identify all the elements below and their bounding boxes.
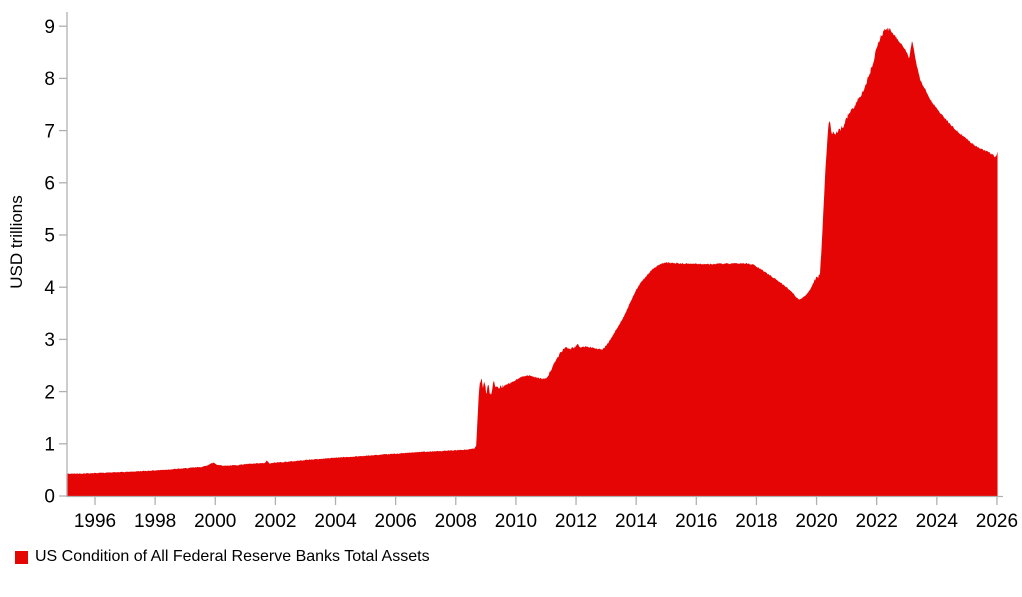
y-tick-label: 3 — [44, 330, 55, 351]
y-tick-label: 2 — [44, 382, 55, 403]
x-tick-label: 2022 — [856, 511, 898, 532]
y-tick-label: 4 — [44, 278, 55, 299]
x-tick-label: 2006 — [375, 511, 417, 532]
x-tick-label: 2010 — [495, 511, 537, 532]
x-tick-label: 2024 — [916, 511, 959, 532]
x-tick-label: 2016 — [675, 511, 717, 532]
x-tick-label: 2000 — [194, 511, 236, 532]
legend: US Condition of All Federal Reserve Bank… — [15, 548, 430, 566]
x-tick-label: 2018 — [735, 511, 777, 532]
x-tick-label: 1998 — [134, 511, 176, 532]
x-tick-label: 2026 — [976, 511, 1018, 532]
y-tick-label: 9 — [44, 17, 55, 38]
x-tick-label: 1996 — [74, 511, 116, 532]
y-tick-label: 8 — [44, 69, 55, 90]
area-chart: 0 1 2 3 4 5 6 7 8 9 1996 1998 2000 2002 2004 2006 2008 20… — [44, 12, 1018, 532]
y-tick-label: 7 — [44, 121, 55, 142]
legend-marker — [15, 550, 28, 564]
x-tick-label: 2004 — [314, 511, 357, 532]
x-tick-label: 2012 — [555, 511, 597, 532]
x-tick-label: 2002 — [254, 511, 296, 532]
y-tick-label: 0 — [44, 487, 55, 508]
legend-label: US Condition of All Federal Reserve Bank… — [35, 548, 430, 565]
total-assets-area-series — [66, 27, 998, 496]
x-tick-label: 2008 — [435, 511, 477, 532]
y-tick-label: 6 — [44, 173, 55, 194]
y-tick-label: 5 — [44, 226, 55, 247]
y-axis-title: USD trillions — [7, 195, 26, 289]
x-tick-label: 2020 — [795, 511, 837, 532]
x-tick-label: 2014 — [615, 511, 658, 532]
y-tick-label: 1 — [44, 434, 55, 455]
